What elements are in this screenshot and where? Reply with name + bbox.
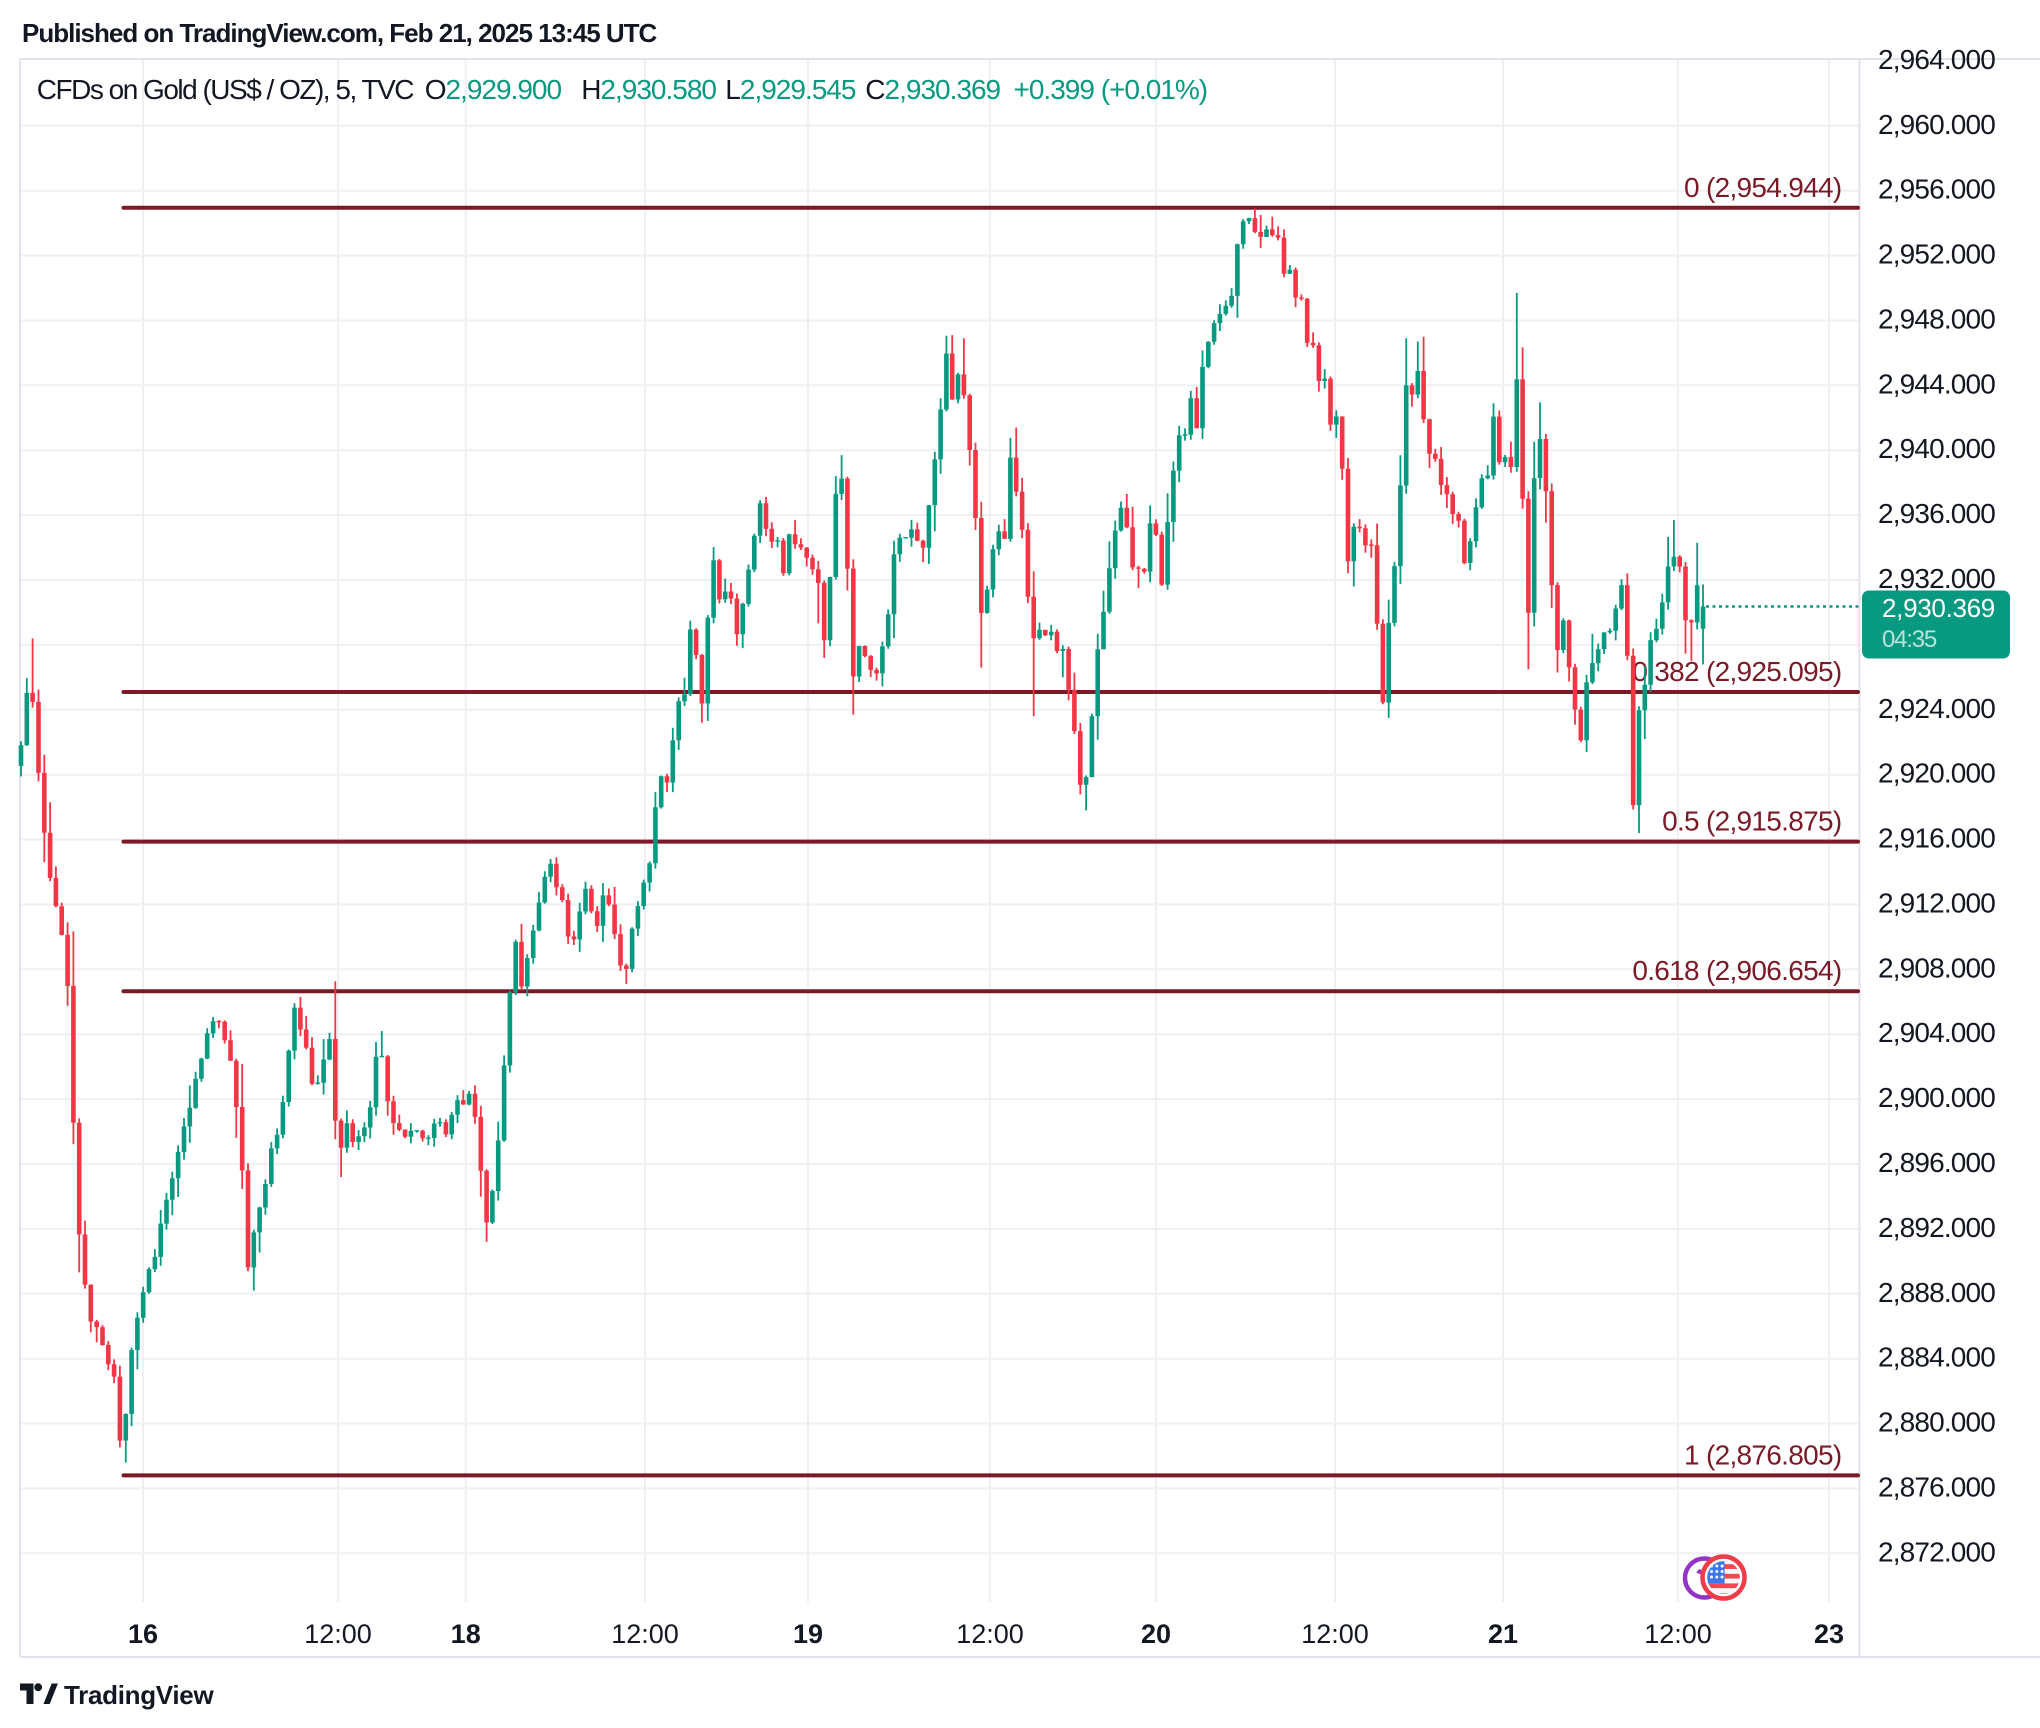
svg-text:12:00: 12:00: [956, 1619, 1024, 1649]
svg-text:2,930.369: 2,930.369: [1882, 593, 1995, 623]
svg-text:2,908.000: 2,908.000: [1878, 952, 1995, 983]
svg-text:12:00: 12:00: [611, 1619, 679, 1649]
svg-text:1 (2,876.805): 1 (2,876.805): [1684, 1439, 1841, 1470]
svg-text:2,892.000: 2,892.000: [1878, 1212, 1995, 1243]
svg-text:TradingView: TradingView: [64, 1680, 214, 1710]
svg-text:2,872.000: 2,872.000: [1878, 1536, 1995, 1567]
svg-text:2,896.000: 2,896.000: [1878, 1147, 1995, 1178]
svg-text:0.382 (2,925.095): 0.382 (2,925.095): [1632, 656, 1841, 687]
svg-text:20: 20: [1141, 1619, 1171, 1649]
svg-text:2,880.000: 2,880.000: [1878, 1407, 1995, 1438]
svg-text:2,940.000: 2,940.000: [1878, 433, 1995, 464]
svg-text:0.5 (2,915.875): 0.5 (2,915.875): [1662, 806, 1841, 837]
svg-text:12:00: 12:00: [1644, 1619, 1712, 1649]
svg-text:CFDs on Gold (US$ / OZ), 5, TV: CFDs on Gold (US$ / OZ), 5, TVC O2,929.90…: [37, 74, 1207, 105]
svg-text:04:35: 04:35: [1882, 626, 1937, 653]
svg-text:16: 16: [128, 1619, 158, 1649]
svg-text:2,936.000: 2,936.000: [1878, 498, 1995, 529]
svg-text:2,884.000: 2,884.000: [1878, 1342, 1995, 1373]
svg-text:23: 23: [1814, 1619, 1844, 1649]
svg-text:2,876.000: 2,876.000: [1878, 1471, 1995, 1502]
svg-text:2,948.000: 2,948.000: [1878, 304, 1995, 335]
svg-text:2,912.000: 2,912.000: [1878, 887, 1995, 918]
svg-text:2,956.000: 2,956.000: [1878, 174, 1995, 205]
svg-text:Published on TradingView.com,: Published on TradingView.com, Feb 21, 20…: [22, 18, 658, 48]
svg-text:19: 19: [793, 1619, 823, 1649]
svg-text:21: 21: [1488, 1619, 1518, 1649]
svg-text:2,932.000: 2,932.000: [1878, 563, 1995, 594]
svg-text:0.618 (2,906.654): 0.618 (2,906.654): [1632, 955, 1841, 986]
svg-text:2,952.000: 2,952.000: [1878, 239, 1995, 270]
svg-text:2,916.000: 2,916.000: [1878, 823, 1995, 854]
svg-text:18: 18: [451, 1619, 481, 1649]
svg-text:2,920.000: 2,920.000: [1878, 758, 1995, 789]
svg-text:12:00: 12:00: [1301, 1619, 1369, 1649]
svg-text:2,944.000: 2,944.000: [1878, 368, 1995, 399]
svg-text:0 (2,954.944): 0 (2,954.944): [1684, 172, 1841, 203]
svg-text:2,904.000: 2,904.000: [1878, 1017, 1995, 1048]
svg-text:2,924.000: 2,924.000: [1878, 693, 1995, 724]
svg-text:12:00: 12:00: [304, 1619, 372, 1649]
svg-text:2,964.000: 2,964.000: [1878, 44, 1995, 75]
svg-text:2,900.000: 2,900.000: [1878, 1082, 1995, 1113]
svg-text:2,888.000: 2,888.000: [1878, 1277, 1995, 1308]
svg-text:2,960.000: 2,960.000: [1878, 109, 1995, 140]
